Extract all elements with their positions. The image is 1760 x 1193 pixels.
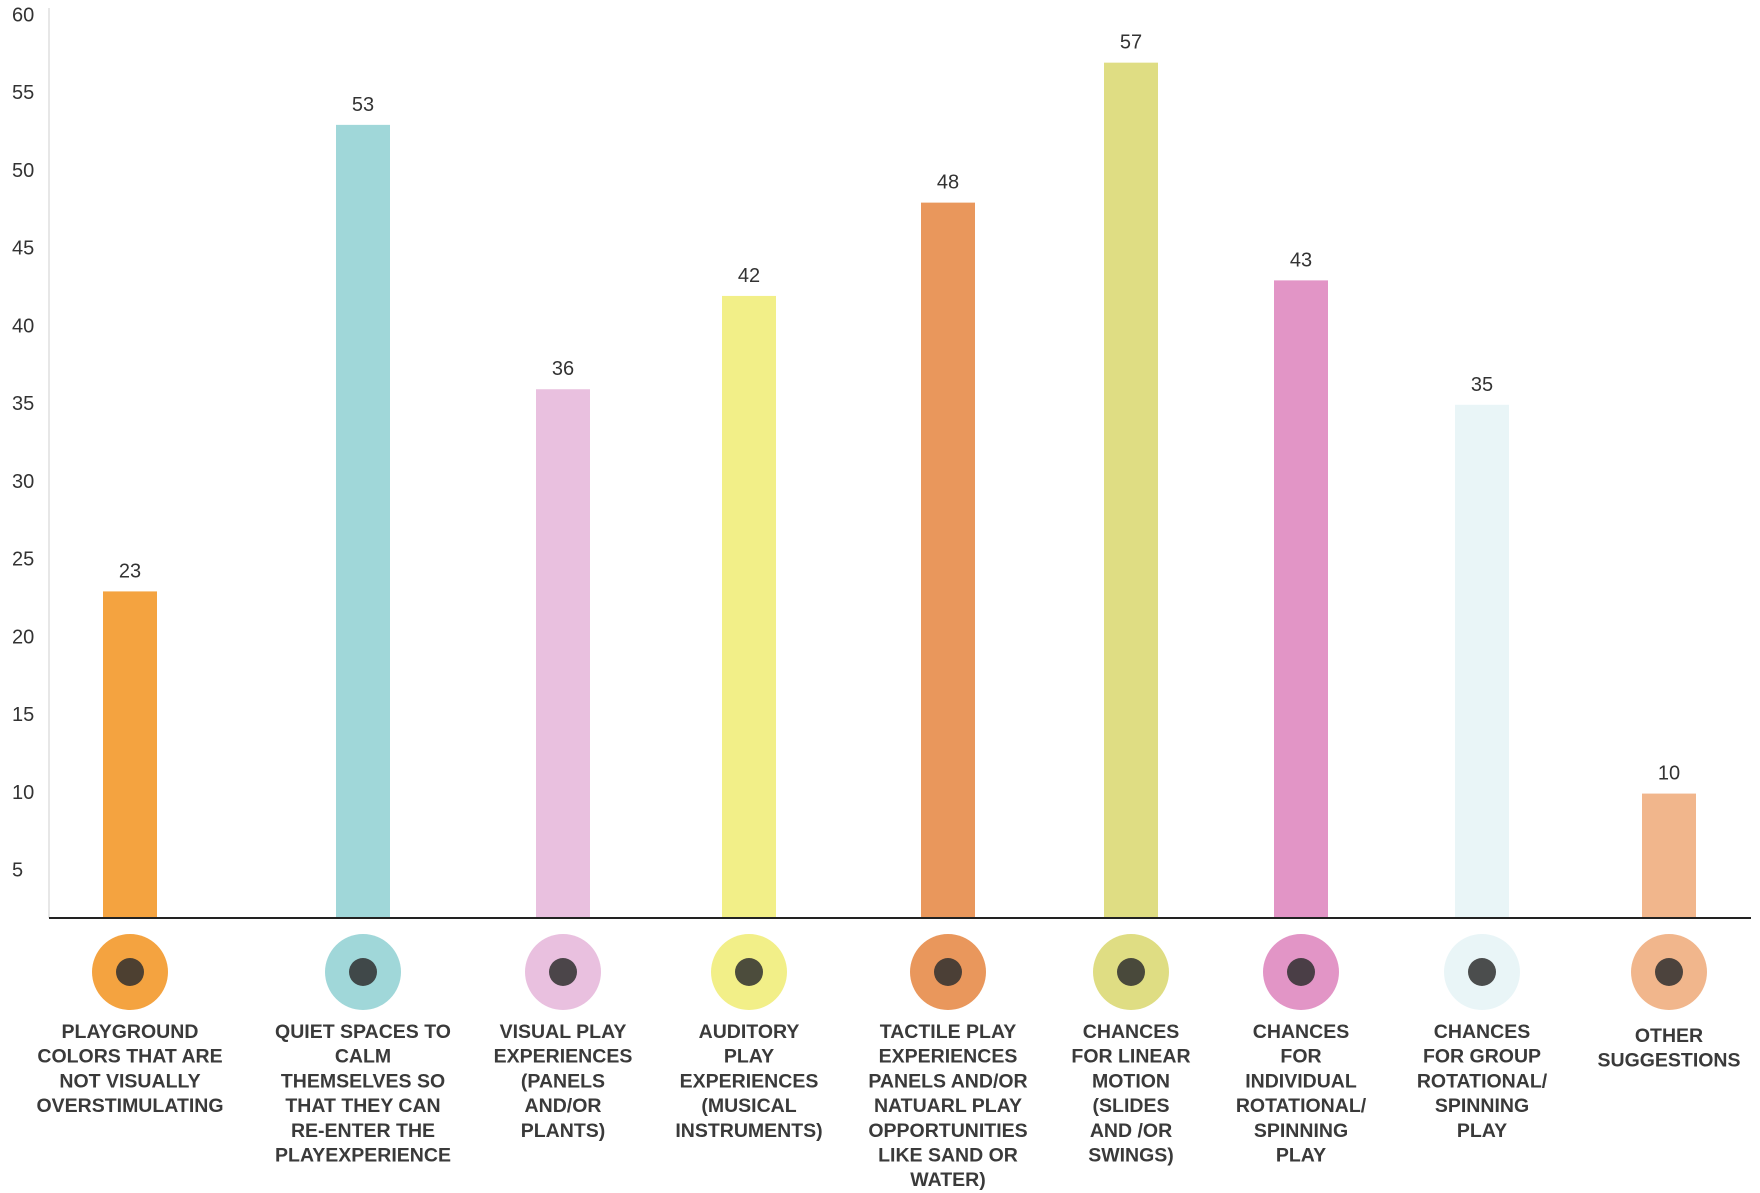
- y-tick-label: 50: [12, 160, 34, 182]
- x-tick-label: EXPERIENCES: [680, 1070, 819, 1092]
- category-icon-glyph: [549, 958, 577, 986]
- x-tick-label: PANELS AND/OR: [868, 1070, 1027, 1092]
- bar: [1455, 404, 1509, 918]
- x-tick-label: SUGGESTIONS: [1597, 1050, 1740, 1072]
- x-tick-label: PLANTS): [521, 1120, 606, 1142]
- x-tick-label: OPPORTUNITIES: [868, 1120, 1027, 1142]
- category-icon-glyph: [1117, 958, 1145, 986]
- x-tick-label: NATUARL PLAY: [874, 1095, 1022, 1117]
- x-tick-label: OVERSTIMULATING: [36, 1095, 223, 1117]
- y-tick-label: 40: [12, 315, 34, 337]
- x-tick-label: FOR LINEAR: [1071, 1046, 1190, 1068]
- bar: [1642, 793, 1696, 918]
- y-tick-label: 60: [12, 4, 34, 26]
- x-tick-label: EXPERIENCES: [494, 1046, 633, 1068]
- y-tick-label: 55: [12, 82, 34, 104]
- x-tick-label: AUDITORY: [699, 1021, 800, 1043]
- x-tick-label: QUIET SPACES TO: [275, 1021, 451, 1043]
- x-tick-label: AND /OR: [1090, 1120, 1172, 1142]
- value-label: 43: [1290, 249, 1312, 271]
- y-tick-label: 35: [12, 393, 34, 415]
- bar: [103, 591, 157, 918]
- x-tick-label: THAT THEY CAN: [285, 1095, 440, 1117]
- y-tick-label: 10: [12, 782, 34, 804]
- category-icon-glyph: [1287, 958, 1315, 986]
- value-label: 23: [119, 560, 141, 582]
- y-tick-label: 20: [12, 626, 34, 648]
- x-tick-label: NOT VISUALLY: [59, 1070, 200, 1092]
- x-tick-label: COLORS THAT ARE: [37, 1046, 222, 1068]
- x-tick-label: RE-ENTER THE: [291, 1120, 435, 1142]
- x-tick-label: INDIVIDUAL: [1245, 1070, 1357, 1092]
- y-tick-label: 45: [12, 238, 34, 260]
- x-tick-label: AND/OR: [525, 1095, 602, 1117]
- category-icon-glyph: [1468, 958, 1496, 986]
- x-tick-label: VISUAL PLAY: [500, 1021, 627, 1043]
- x-tick-label: ROTATIONAL/: [1236, 1095, 1367, 1117]
- x-tick-label: ROTATIONAL/: [1417, 1070, 1548, 1092]
- x-tick-label: PLAY: [724, 1046, 774, 1068]
- value-label: 42: [738, 265, 760, 287]
- y-tick-label: 25: [12, 549, 34, 571]
- category-icon-glyph: [934, 958, 962, 986]
- x-tick-label: PLAY: [1457, 1120, 1507, 1142]
- bar: [1274, 280, 1328, 919]
- x-tick-label: SPINNING: [1435, 1095, 1529, 1117]
- bar: [1104, 62, 1158, 919]
- value-label: 57: [1120, 32, 1142, 54]
- value-label: 53: [352, 94, 374, 116]
- bar: [336, 124, 390, 919]
- x-tick-label: LIKE SAND OR: [878, 1145, 1018, 1167]
- x-tick-label: (SLIDES: [1093, 1095, 1170, 1117]
- x-tick-label: CALM: [335, 1046, 391, 1068]
- category-icon-glyph: [735, 958, 763, 986]
- x-tick-label: PLAYGROUND: [62, 1021, 199, 1043]
- value-label: 35: [1471, 374, 1493, 396]
- x-tick-label: (MUSICAL: [701, 1095, 796, 1117]
- bar: [536, 389, 590, 918]
- x-tick-label: SPINNING: [1254, 1120, 1348, 1142]
- x-tick-label: MOTION: [1092, 1070, 1170, 1092]
- x-tick-label: INSTRUMENTS): [675, 1120, 822, 1142]
- x-tick-label: SWINGS): [1088, 1145, 1174, 1167]
- x-tick-label: (PANELS: [521, 1070, 605, 1092]
- x-tick-label: EXPERIENCES: [879, 1046, 1018, 1068]
- x-tick-label: TACTILE PLAY: [880, 1021, 1017, 1043]
- x-tick-label: FOR GROUP: [1423, 1046, 1541, 1068]
- value-label: 36: [552, 358, 574, 380]
- value-label: 48: [937, 172, 959, 194]
- y-tick-label: 5: [12, 860, 23, 882]
- x-tick-label: THEMSELVES SO: [281, 1070, 445, 1092]
- value-label: 10: [1658, 763, 1680, 785]
- x-tick-label: CHANCES: [1083, 1021, 1179, 1043]
- x-tick-label: PLAY: [1276, 1145, 1326, 1167]
- x-tick-label: FOR: [1280, 1046, 1321, 1068]
- x-tick-label: CHANCES: [1253, 1021, 1349, 1043]
- x-tick-label: CHANCES: [1434, 1021, 1530, 1043]
- x-tick-label: PLAYEXPERIENCE: [275, 1145, 451, 1167]
- y-tick-label: 30: [12, 471, 34, 493]
- category-icon-glyph: [116, 958, 144, 986]
- bar: [722, 295, 776, 918]
- category-icon-glyph: [1655, 958, 1683, 986]
- x-tick-label: WATER): [910, 1169, 985, 1191]
- bar: [921, 202, 975, 918]
- y-tick-label: 15: [12, 704, 34, 726]
- category-icon-glyph: [349, 958, 377, 986]
- x-tick-label: OTHER: [1635, 1025, 1703, 1047]
